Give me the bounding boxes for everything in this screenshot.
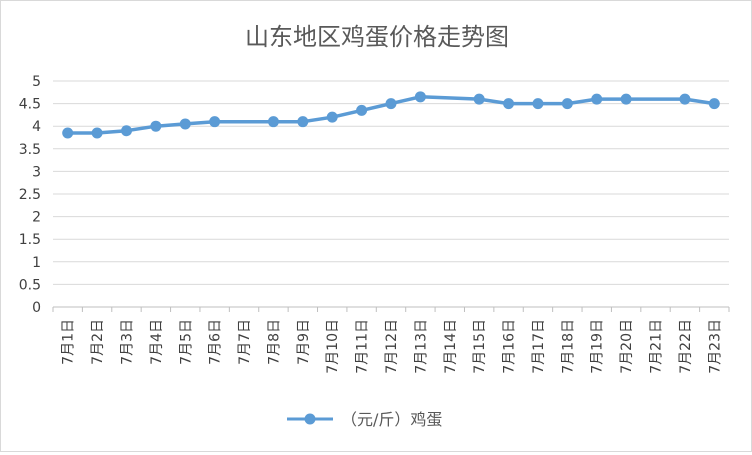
data-point bbox=[297, 116, 309, 128]
x-tick-label: 7月9日 bbox=[296, 319, 312, 365]
x-tick-label: 7月11日 bbox=[355, 319, 371, 374]
x-tick-label: 7月15日 bbox=[472, 319, 488, 374]
data-point bbox=[209, 116, 221, 128]
data-point bbox=[532, 98, 544, 110]
x-tick-label: 7月20日 bbox=[619, 319, 635, 374]
x-tick-label: 7月8日 bbox=[266, 319, 282, 365]
gridlines bbox=[53, 80, 729, 308]
data-point bbox=[267, 116, 279, 128]
x-tick-label: 7月16日 bbox=[502, 319, 518, 374]
y-tick-label: 3 bbox=[32, 164, 41, 180]
legend-label: （元/斤）鸡蛋 bbox=[341, 410, 442, 429]
y-tick-label: 1 bbox=[32, 255, 41, 271]
y-tick-label: 5 bbox=[32, 74, 41, 90]
y-axis-ticks: 0 0.5 1 1.5 2 2.5 3 3.5 4 4.5 5 bbox=[19, 74, 41, 316]
legend-dot-marker bbox=[304, 413, 316, 425]
x-tick-label: 7月14日 bbox=[443, 319, 459, 374]
y-tick-label: 4 bbox=[32, 119, 41, 135]
data-point bbox=[356, 104, 368, 116]
x-tick-label: 7月2日 bbox=[90, 319, 106, 365]
data-point bbox=[473, 93, 485, 105]
data-point bbox=[503, 98, 515, 110]
x-tick-label: 7月17日 bbox=[531, 319, 547, 374]
data-point bbox=[62, 127, 74, 139]
y-tick-label: 1.5 bbox=[19, 232, 41, 248]
y-tick-label: 3.5 bbox=[19, 142, 41, 158]
series-layer bbox=[62, 91, 720, 139]
x-tick-label: 7月19日 bbox=[590, 319, 606, 374]
x-tick-label: 7月3日 bbox=[119, 319, 135, 365]
y-tick-label: 2 bbox=[32, 210, 41, 226]
data-point bbox=[179, 118, 191, 130]
x-tick-label: 7月13日 bbox=[413, 319, 429, 374]
data-point bbox=[150, 120, 162, 132]
data-point bbox=[385, 98, 397, 110]
x-tick-label: 7月12日 bbox=[384, 319, 400, 374]
x-tick-label: 7月4日 bbox=[149, 319, 165, 365]
x-tick-label: 7月22日 bbox=[678, 319, 694, 374]
data-point bbox=[591, 93, 603, 105]
data-point bbox=[561, 98, 573, 110]
x-tick-label: 7月7日 bbox=[237, 319, 253, 365]
y-tick-label: 4.5 bbox=[19, 97, 41, 113]
x-tick-label: 7月1日 bbox=[61, 319, 77, 365]
data-point bbox=[326, 111, 338, 123]
data-point bbox=[91, 127, 103, 139]
data-point bbox=[708, 98, 720, 110]
x-tick-label: 7月10日 bbox=[325, 319, 341, 374]
x-tick-label: 7月18日 bbox=[560, 319, 576, 374]
legend: （元/斤）鸡蛋 bbox=[287, 410, 442, 429]
x-tick-label: 7月5日 bbox=[178, 319, 194, 365]
x-axis-ticks: 7月1日 7月2日 7月3日 7月4日 7月5日 7月6日 7月7日 7月8日 7月9日 7月10… bbox=[52, 307, 730, 374]
data-point bbox=[120, 125, 132, 137]
x-tick-label: 7月21日 bbox=[649, 319, 665, 374]
y-tick-label: 0.5 bbox=[19, 277, 41, 293]
y-tick-label: 2.5 bbox=[19, 187, 41, 203]
data-point bbox=[679, 93, 691, 105]
x-tick-label: 7月23日 bbox=[707, 319, 723, 374]
x-tick-label: 7月6日 bbox=[208, 319, 224, 365]
y-tick-label: 0 bbox=[32, 300, 41, 316]
chart-title: 山东地区鸡蛋价格走势图 bbox=[245, 23, 509, 51]
data-point bbox=[620, 93, 632, 105]
data-point bbox=[414, 91, 426, 103]
